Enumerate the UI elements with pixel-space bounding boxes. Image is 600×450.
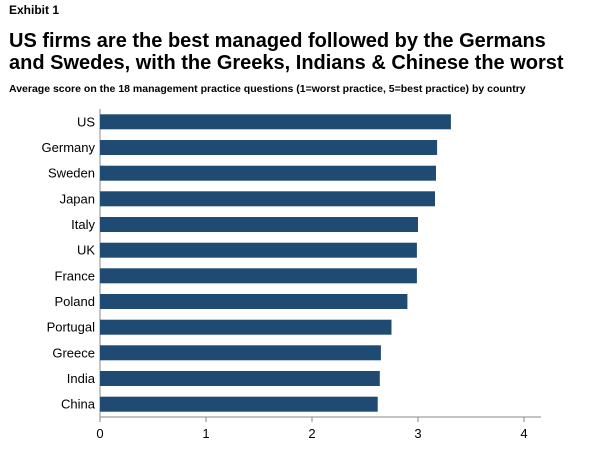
bar-poland bbox=[100, 294, 408, 309]
bar-japan bbox=[100, 191, 435, 207]
category-label-sweden: Sweden bbox=[48, 166, 95, 181]
category-label-china: China bbox=[61, 397, 96, 412]
category-label-india: India bbox=[67, 371, 96, 386]
category-label-germany: Germany bbox=[42, 140, 96, 155]
chart-subtitle: Average score on the 18 management pract… bbox=[9, 83, 526, 95]
x-tick-label: 3 bbox=[414, 426, 421, 441]
category-label-portugal: Portugal bbox=[47, 320, 96, 335]
bar-france bbox=[100, 268, 417, 284]
category-label-uk: UK bbox=[77, 243, 95, 258]
bar-italy bbox=[100, 217, 418, 232]
exhibit-label: Exhibit 1 bbox=[9, 3, 60, 17]
bar-china bbox=[100, 396, 378, 412]
bar-sweden bbox=[100, 165, 436, 181]
bar-portugal bbox=[100, 319, 392, 335]
category-label-france: France bbox=[55, 268, 95, 283]
category-label-poland: Poland bbox=[55, 294, 95, 309]
chart-title-line-1: US firms are the best managed followed b… bbox=[9, 30, 546, 52]
x-tick-label: 0 bbox=[96, 426, 103, 441]
bar-uk bbox=[100, 242, 417, 258]
bar-us bbox=[100, 114, 451, 130]
bar-germany bbox=[100, 140, 438, 155]
category-label-italy: Italy bbox=[71, 217, 95, 232]
category-label-us: US bbox=[77, 114, 95, 129]
category-label-greece: Greece bbox=[52, 345, 95, 360]
x-tick-label: 2 bbox=[308, 426, 315, 441]
bar-greece bbox=[100, 345, 381, 361]
bar-india bbox=[100, 371, 380, 386]
x-tick-label: 1 bbox=[202, 426, 209, 441]
x-tick-label: 4 bbox=[520, 426, 527, 441]
chart-title: US firms are the best managed followed b… bbox=[9, 30, 594, 74]
category-label-japan: Japan bbox=[60, 191, 95, 206]
chart-title-line-2: and Swedes, with the Greeks, Indians & C… bbox=[9, 52, 564, 74]
